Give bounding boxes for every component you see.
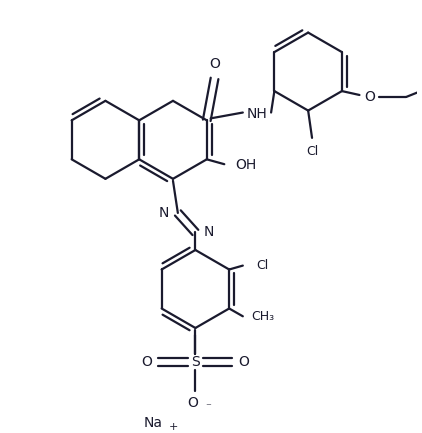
Text: O: O — [209, 57, 220, 71]
Text: CH₃: CH₃ — [251, 310, 274, 323]
Text: O: O — [239, 355, 249, 369]
Text: OH: OH — [235, 158, 257, 172]
Text: N: N — [204, 226, 214, 239]
Text: NH: NH — [247, 107, 268, 122]
Text: Na: Na — [144, 416, 163, 430]
Text: O: O — [141, 355, 152, 369]
Text: O: O — [187, 396, 198, 410]
Text: S: S — [191, 355, 200, 369]
Text: Cl: Cl — [306, 145, 318, 158]
Text: O: O — [364, 90, 375, 104]
Text: ⁻: ⁻ — [205, 402, 211, 412]
Text: +: + — [169, 423, 179, 433]
Text: Cl: Cl — [256, 259, 268, 272]
Text: N: N — [159, 206, 169, 220]
